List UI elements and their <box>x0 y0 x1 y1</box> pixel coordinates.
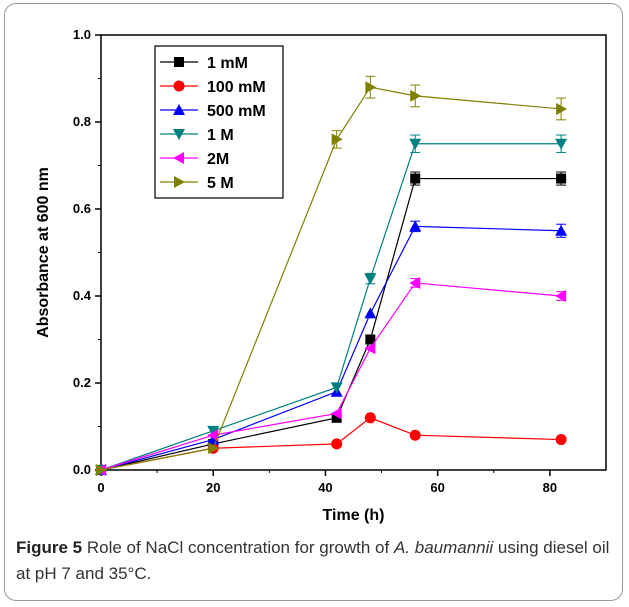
legend-label: 500 mM <box>207 103 266 120</box>
data-point <box>556 173 567 184</box>
data-point <box>331 438 343 450</box>
series-2 <box>95 220 568 475</box>
data-point <box>173 104 185 115</box>
x-tick-label: 40 <box>318 480 332 495</box>
y-tick-label: 0.6 <box>73 201 91 216</box>
legend-box <box>154 45 284 199</box>
data-point <box>173 152 184 164</box>
legend: 1 mM 100 mM 500 mM 1 M 2M 5 M <box>154 45 284 199</box>
data-point <box>364 307 377 319</box>
figure-caption: Figure 5 Role of NaCl concentration for … <box>16 535 616 587</box>
y-axis-label: Absorbance at 600 nm <box>35 167 52 338</box>
y-tick-label: 0.2 <box>73 375 91 390</box>
data-point <box>365 334 376 345</box>
legend-label: 1 mM <box>207 55 248 72</box>
data-point <box>555 138 568 150</box>
data-point <box>330 407 342 420</box>
y-tick-label: 0.8 <box>73 114 91 129</box>
caption-text: Role of NaCl concentration for growth of <box>82 538 394 557</box>
x-tick-label: 80 <box>543 480 557 495</box>
x-axis-label: Time (h) <box>323 507 385 524</box>
data-point <box>96 464 107 476</box>
data-point <box>556 102 568 115</box>
caption-text-end: using diesel oil at pH 7 and 35°C. <box>16 538 610 583</box>
figure-frame <box>4 3 623 601</box>
data-point <box>555 434 567 446</box>
data-point <box>555 290 567 302</box>
data-point <box>174 176 185 188</box>
data-point <box>365 81 377 94</box>
legend-label: 2M <box>207 151 229 168</box>
series-0 <box>96 171 567 475</box>
data-point <box>409 429 421 441</box>
y-tick-label: 0.4 <box>73 288 92 303</box>
data-point <box>364 342 376 355</box>
data-point <box>409 276 421 289</box>
series-4 <box>95 276 567 476</box>
data-point <box>410 173 421 184</box>
legend-label: 5 M <box>207 175 234 192</box>
data-point <box>331 133 343 146</box>
data-point <box>409 220 422 232</box>
data-point <box>555 224 568 236</box>
data-point <box>364 412 376 424</box>
series-layer <box>95 75 568 476</box>
series-line <box>100 177 562 471</box>
series-line <box>100 86 562 471</box>
data-point <box>331 412 342 423</box>
chart: 0 20 40 60 80 0.0 0.2 0.4 0.6 0.8 1.0 1 mM 100 mM 50… <box>35 27 607 524</box>
y-tick-label: 1.0 <box>73 27 91 42</box>
data-point <box>208 442 220 455</box>
data-point <box>173 80 185 92</box>
data-point <box>364 273 377 285</box>
legend-label: 1 M <box>207 127 234 144</box>
series-5 <box>96 75 568 476</box>
axes: 0 20 40 60 80 0.0 0.2 0.4 0.6 0.8 1.0 <box>73 27 607 495</box>
y-tick-label: 0.0 <box>73 462 91 477</box>
x-tick-label: 60 <box>430 480 444 495</box>
series-line <box>100 143 562 471</box>
series-line <box>100 225 562 471</box>
data-point <box>409 138 422 150</box>
data-point <box>330 382 343 394</box>
x-tick-label: 0 <box>97 480 104 495</box>
legend-label: 100 mM <box>207 79 266 96</box>
data-point <box>174 57 184 67</box>
series-line <box>100 417 562 471</box>
data-point <box>410 89 422 102</box>
data-point <box>173 129 185 140</box>
series-3 <box>95 134 568 476</box>
series-1 <box>95 412 567 476</box>
figure-label: Figure 5 <box>16 538 83 557</box>
data-point <box>207 425 220 437</box>
caption-species: A. baumannii <box>393 538 494 557</box>
series-line <box>100 282 562 471</box>
x-tick-label: 20 <box>206 480 220 495</box>
data-point <box>207 429 219 442</box>
